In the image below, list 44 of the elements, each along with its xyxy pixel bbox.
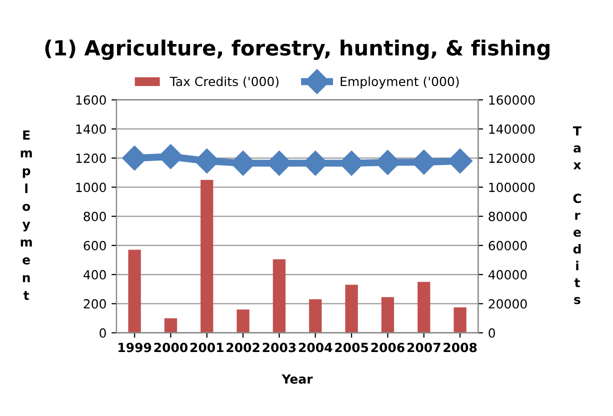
bar — [345, 284, 358, 333]
bar — [309, 299, 322, 333]
y2-tick-label: 100000 — [489, 182, 535, 192]
y-tick-label: 200 — [84, 299, 106, 309]
y2-tick-label: 20000 — [488, 299, 527, 309]
x-tick-label: 2008 — [444, 342, 477, 352]
y2-tick-label: 60000 — [488, 240, 527, 250]
y-tick-label: 800 — [84, 212, 106, 222]
bar — [381, 297, 394, 333]
bar — [454, 307, 466, 333]
text: Employment — [20, 130, 32, 300]
x-axis-title: Year — [282, 374, 313, 384]
y-tick-label: 0 — [100, 328, 106, 338]
text: Tax Credits — [573, 126, 582, 304]
y-tick-label: 1600 — [76, 95, 106, 105]
chart-title: (1) Agriculture, forestry, hunting, & fishing — [45, 40, 550, 60]
y-tick-label: 1400 — [76, 124, 106, 134]
x-tick-label: 2007 — [407, 342, 440, 352]
bar — [236, 310, 250, 333]
x-tick-label: 2001 — [190, 342, 224, 352]
bar — [164, 318, 178, 333]
y2-tick-label: 160000 — [489, 95, 535, 105]
y-tick-label: 1200 — [76, 154, 106, 164]
y2-tick-label: 80000 — [488, 212, 527, 222]
y2-tick-label: 0 — [488, 328, 495, 338]
y2-tick-label: 140000 — [489, 124, 535, 134]
y2-tick-label: 40000 — [488, 270, 527, 280]
x-tick-label: 2006 — [371, 342, 404, 352]
y2-tick-label: 120000 — [489, 154, 535, 164]
bar — [418, 282, 430, 333]
x-tick-label: 2002 — [226, 342, 260, 352]
x-tick-label: 1999 — [118, 342, 152, 352]
y-tick-label: 1000 — [76, 182, 106, 192]
bar — [128, 250, 141, 333]
y-tick-label: 600 — [84, 240, 106, 250]
x-tick-label: 2004 — [298, 342, 332, 352]
y-tick-label: 400 — [84, 270, 106, 280]
x-tick-label: 2000 — [154, 342, 188, 352]
legend-label: Tax Credits ('000) — [170, 76, 278, 88]
x-tick-label: 2003 — [262, 342, 296, 352]
bar — [272, 259, 286, 333]
legend-label: Employment ('000) — [340, 76, 459, 89]
bar — [200, 180, 214, 333]
x-tick-label: 2005 — [335, 342, 368, 352]
